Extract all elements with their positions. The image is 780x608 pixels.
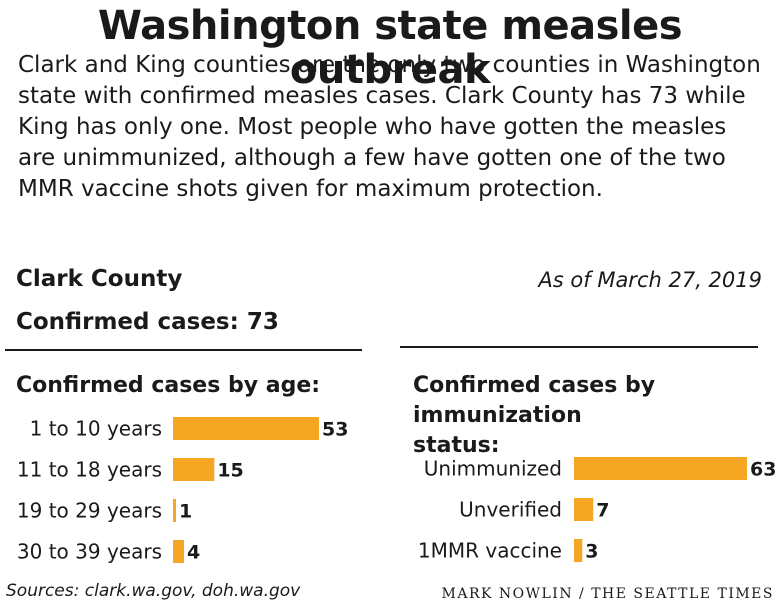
bar-1mmr-vaccine: [574, 539, 583, 562]
bar-unverified: [574, 498, 594, 521]
value-label-1-to-10-years: 53: [322, 419, 348, 441]
age-chart: 1 to 10 years 53 11 to 18 years 15 19 to 29 …: [0, 408, 360, 573]
bar-unimmunized: [574, 457, 747, 480]
value-label-unverified: 7: [596, 500, 609, 522]
category-label-1-to-10-years: 1 to 10 years: [30, 417, 162, 441]
left-divider: [5, 349, 362, 351]
right-divider: [400, 346, 758, 348]
value-label-11-to-18-years: 15: [217, 460, 243, 482]
immunization-chart-title: Confirmed cases by immunization status:: [413, 373, 656, 458]
value-label-30-to-39-years: 4: [187, 542, 200, 564]
confirmed-total: Confirmed cases: 73: [16, 309, 279, 335]
source-note: Sources: clark.wa.gov, doh.wa.gov: [6, 581, 301, 601]
category-label-19-to-29-years: 19 to 29 years: [17, 499, 162, 523]
category-label-unimmunized: Unimmunized: [424, 457, 562, 481]
intro-text: Clark and King counties are the only two…: [18, 52, 761, 202]
category-label-1mmr-vaccine: 1MMR vaccine: [418, 539, 562, 563]
county-name: Clark County: [16, 266, 183, 292]
value-label-1mmr-vaccine: 3: [585, 541, 598, 563]
bar-30-to-39-years: [173, 540, 185, 563]
category-label-unverified: Unverified: [459, 498, 562, 522]
bar-11-to-18-years: [173, 458, 215, 481]
bar-1-to-10-years: [173, 417, 319, 440]
credit-line: MARK NOWLIN / THE SEATTLE TIMES: [441, 586, 774, 602]
immunization-chart: Unimmunized 63 Unverified 7 1MMR vaccine 3: [400, 448, 777, 568]
value-label-unimmunized: 63: [750, 459, 776, 481]
immunization-chart-svg: Unimmunized 63 Unverified 7 1MMR vaccine 3: [418, 457, 777, 563]
as-of-date: As of March 27, 2019: [538, 268, 762, 292]
age-chart-svg: 1 to 10 years 53 11 to 18 years 15 19 to 29 …: [17, 417, 349, 564]
page-title: Washington state measles outbreak: [97, 3, 683, 93]
category-label-30-to-39-years: 30 to 39 years: [17, 540, 162, 564]
bar-19-to-29-years: [173, 499, 176, 522]
category-label-11-to-18-years: 11 to 18 years: [17, 458, 162, 482]
value-label-19-to-29-years: 1: [179, 501, 192, 523]
age-chart-title: Confirmed cases by age:: [16, 373, 321, 398]
